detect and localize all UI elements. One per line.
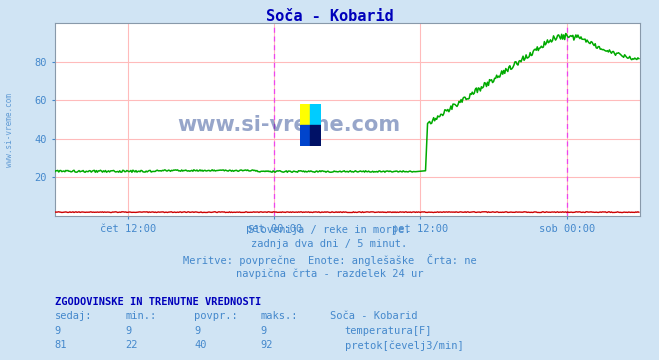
Text: zadnja dva dni / 5 minut.: zadnja dva dni / 5 minut. [251, 239, 408, 249]
Text: 22: 22 [125, 340, 138, 350]
Bar [300, 125, 310, 146]
Text: 9: 9 [260, 326, 266, 336]
Bar [310, 104, 321, 125]
Text: 92: 92 [260, 340, 273, 350]
Text: 81: 81 [55, 340, 67, 350]
Text: 9: 9 [55, 326, 61, 336]
Text: Soča - Kobarid: Soča - Kobarid [266, 9, 393, 24]
Text: 9: 9 [194, 326, 200, 336]
Text: 9: 9 [125, 326, 131, 336]
Bar [300, 104, 310, 125]
Text: temperatura[F]: temperatura[F] [345, 326, 432, 336]
Text: sedaj:: sedaj: [55, 311, 92, 321]
Text: ZGODOVINSKE IN TRENUTNE VREDNOSTI: ZGODOVINSKE IN TRENUTNE VREDNOSTI [55, 297, 261, 307]
Text: 40: 40 [194, 340, 207, 350]
Bar [310, 125, 321, 146]
Text: Soča - Kobarid: Soča - Kobarid [330, 311, 417, 321]
Text: maks.:: maks.: [260, 311, 298, 321]
Text: min.:: min.: [125, 311, 156, 321]
Text: navpična črta - razdelek 24 ur: navpična črta - razdelek 24 ur [236, 268, 423, 279]
Text: pretok[čevelj3/min]: pretok[čevelj3/min] [345, 340, 463, 351]
Text: www.si-vreme.com: www.si-vreme.com [5, 93, 14, 167]
Text: povpr.:: povpr.: [194, 311, 238, 321]
Text: Meritve: povprečne  Enote: anglešaške  Črta: ne: Meritve: povprečne Enote: anglešaške Črt… [183, 254, 476, 266]
Text: www.si-vreme.com: www.si-vreme.com [177, 116, 400, 135]
Text: Slovenija / reke in morje.: Slovenija / reke in morje. [248, 225, 411, 235]
